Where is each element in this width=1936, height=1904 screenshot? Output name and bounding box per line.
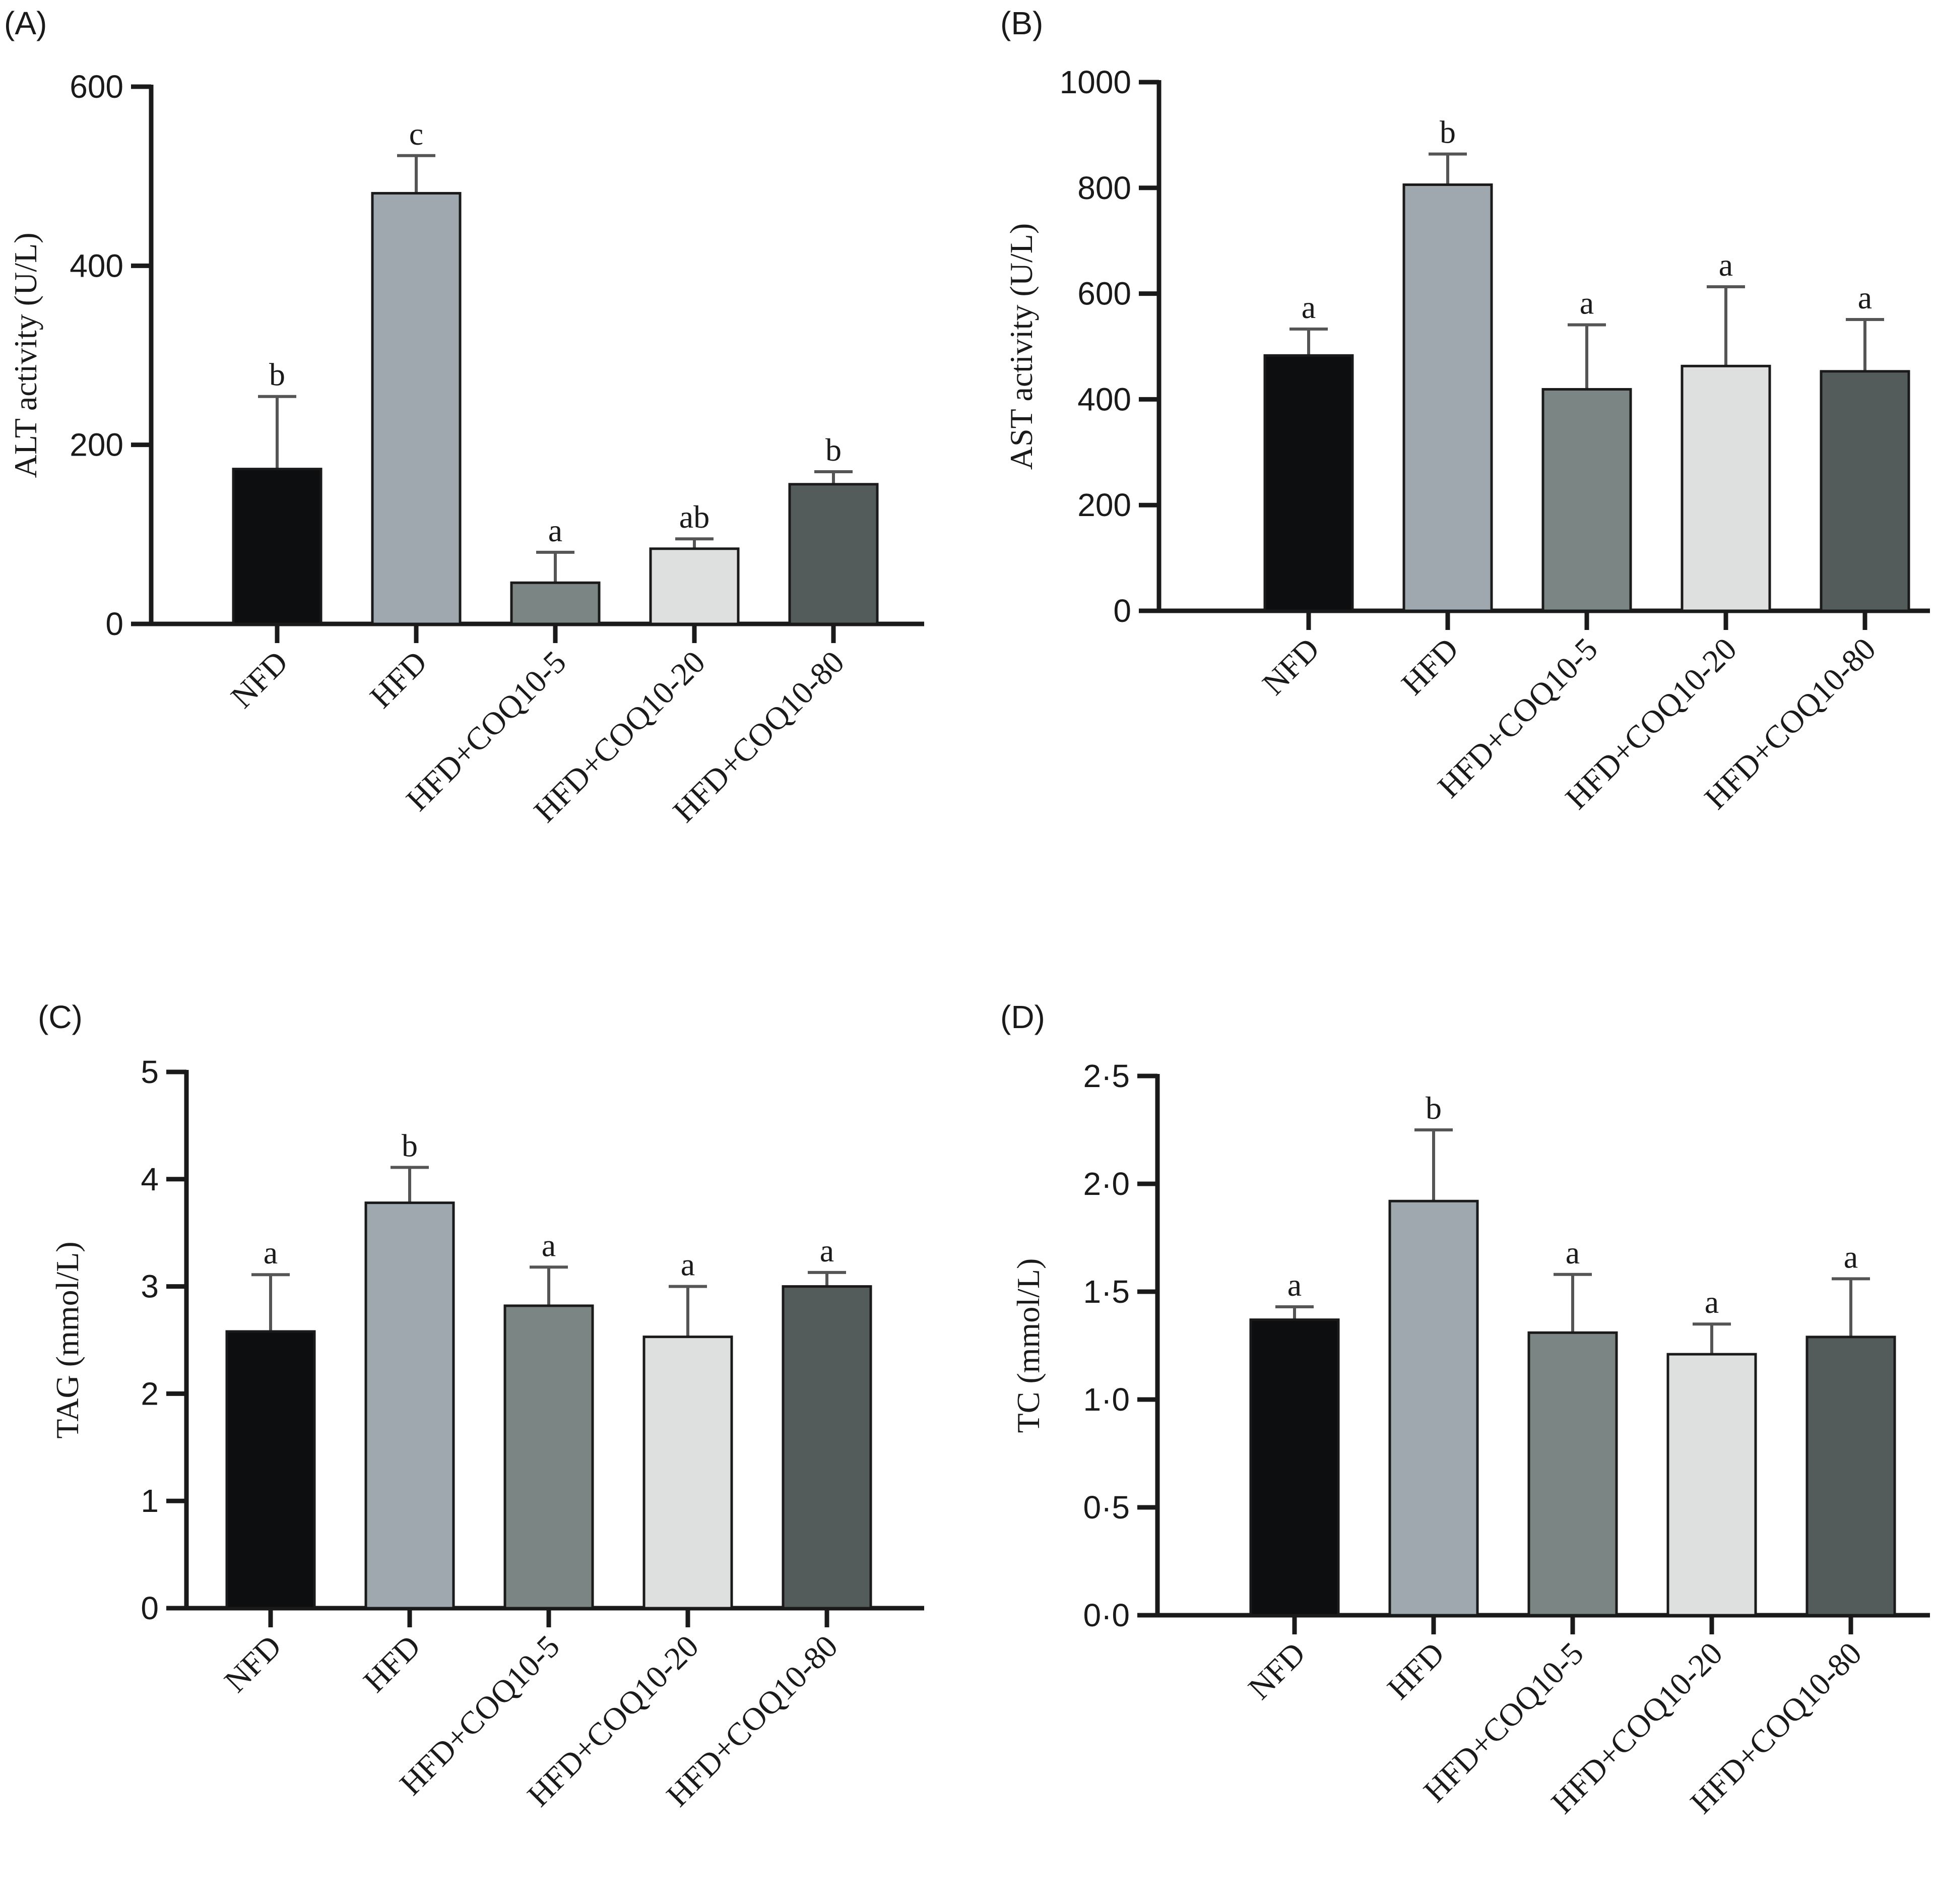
bar bbox=[364, 1201, 455, 1610]
x-tick-label: NFD bbox=[217, 1628, 288, 1699]
bar bbox=[225, 1330, 316, 1610]
significance-label: ab bbox=[679, 499, 709, 535]
chart-panel: (B) 0 200 400 600 800 1000 AST activity (U/L) a N… bbox=[1000, 5, 1930, 816]
significance-label: a bbox=[1566, 1235, 1580, 1271]
significance-label: a bbox=[1287, 1267, 1302, 1303]
x-tick-label: HFD bbox=[1394, 631, 1465, 702]
panel-label: (C) bbox=[38, 999, 83, 1035]
y-tick-label: 400 bbox=[1077, 381, 1131, 417]
bar bbox=[1666, 1353, 1757, 1617]
significance-label: a bbox=[548, 513, 562, 548]
bar bbox=[788, 483, 879, 625]
significance-label: a bbox=[1844, 1239, 1858, 1275]
bar bbox=[649, 547, 740, 625]
y-tick-label: 600 bbox=[70, 69, 123, 105]
significance-label: b bbox=[1426, 1090, 1442, 1126]
y-tick-label: 600 bbox=[1077, 276, 1131, 312]
y-tick-label: 0·0 bbox=[1083, 1597, 1130, 1633]
significance-label: a bbox=[264, 1235, 278, 1271]
y-tick-label: 800 bbox=[1077, 170, 1131, 206]
y-axis-title: AST activity (U/L) bbox=[1003, 223, 1039, 470]
y-tick-label: 1·5 bbox=[1083, 1274, 1130, 1310]
panel-label: (D) bbox=[1000, 999, 1045, 1035]
y-tick-label: 400 bbox=[70, 247, 123, 284]
x-tick-label: NFD bbox=[224, 644, 295, 715]
x-tick-label: NFD bbox=[1241, 1635, 1312, 1706]
significance-label: a bbox=[1580, 285, 1594, 321]
significance-label: a bbox=[681, 1247, 695, 1283]
x-tick-label: HFD bbox=[363, 644, 434, 715]
y-tick-label: 0 bbox=[1113, 593, 1131, 629]
significance-label: a bbox=[542, 1227, 556, 1263]
bar bbox=[1263, 354, 1354, 612]
y-tick-label: 0·5 bbox=[1083, 1489, 1130, 1526]
bar bbox=[232, 468, 322, 625]
y-axis-title: TC (mmol/L) bbox=[1010, 1258, 1046, 1433]
bar bbox=[1805, 1336, 1896, 1617]
significance-label: b bbox=[269, 357, 285, 393]
bar bbox=[1820, 370, 1910, 612]
y-tick-label: 0 bbox=[141, 1590, 159, 1626]
y-tick-label: 2·0 bbox=[1083, 1166, 1130, 1202]
x-tick-label: NFD bbox=[1255, 631, 1326, 702]
significance-label: b bbox=[825, 432, 842, 468]
chart-panel: (A) 0 200 400 600 ALT activity (U/L) b NFD c HFD a… bbox=[4, 5, 924, 829]
chart-panel: (D) 0·0 0·5 1·0 1·5 2·0 2·5 TC (mmol/L) a NFD b HFD… bbox=[1000, 999, 1930, 1820]
bar bbox=[1541, 388, 1632, 612]
significance-label: c bbox=[409, 116, 423, 152]
y-tick-label: 2 bbox=[141, 1375, 159, 1412]
y-tick-label: 5 bbox=[141, 1054, 159, 1090]
significance-label: b bbox=[402, 1127, 418, 1163]
significance-label: a bbox=[1705, 1284, 1719, 1320]
bar bbox=[503, 1304, 594, 1610]
y-axis-title: TAG (mmol/L) bbox=[49, 1241, 85, 1438]
y-tick-label: 4 bbox=[141, 1161, 159, 1197]
bar bbox=[782, 1285, 872, 1610]
bar bbox=[1681, 364, 1771, 612]
bar bbox=[1527, 1331, 1618, 1617]
significance-label: b bbox=[1440, 114, 1456, 150]
y-tick-label: 200 bbox=[1077, 487, 1131, 523]
x-tick-label: HFD bbox=[356, 1628, 427, 1699]
y-tick-label: 3 bbox=[141, 1268, 159, 1305]
panel-label: (A) bbox=[4, 5, 47, 41]
bar bbox=[1402, 183, 1493, 612]
bar bbox=[1249, 1318, 1340, 1617]
bar bbox=[371, 192, 462, 625]
bar bbox=[642, 1336, 733, 1610]
bar bbox=[1388, 1199, 1479, 1617]
significance-label: a bbox=[1719, 247, 1733, 283]
bar bbox=[510, 581, 601, 625]
panel-label: (B) bbox=[1000, 5, 1043, 41]
y-tick-label: 1000 bbox=[1060, 64, 1131, 100]
significance-label: a bbox=[820, 1233, 834, 1268]
significance-label: a bbox=[1858, 280, 1872, 315]
significance-label: a bbox=[1302, 289, 1316, 325]
y-tick-label: 1·0 bbox=[1083, 1381, 1130, 1418]
y-tick-label: 0 bbox=[105, 606, 123, 642]
y-tick-label: 200 bbox=[70, 427, 123, 463]
y-tick-label: 1 bbox=[141, 1483, 159, 1519]
y-tick-label: 2·5 bbox=[1083, 1058, 1130, 1094]
y-axis-title: ALT activity (U/L) bbox=[8, 232, 43, 478]
x-tick-label: HFD bbox=[1380, 1635, 1451, 1706]
